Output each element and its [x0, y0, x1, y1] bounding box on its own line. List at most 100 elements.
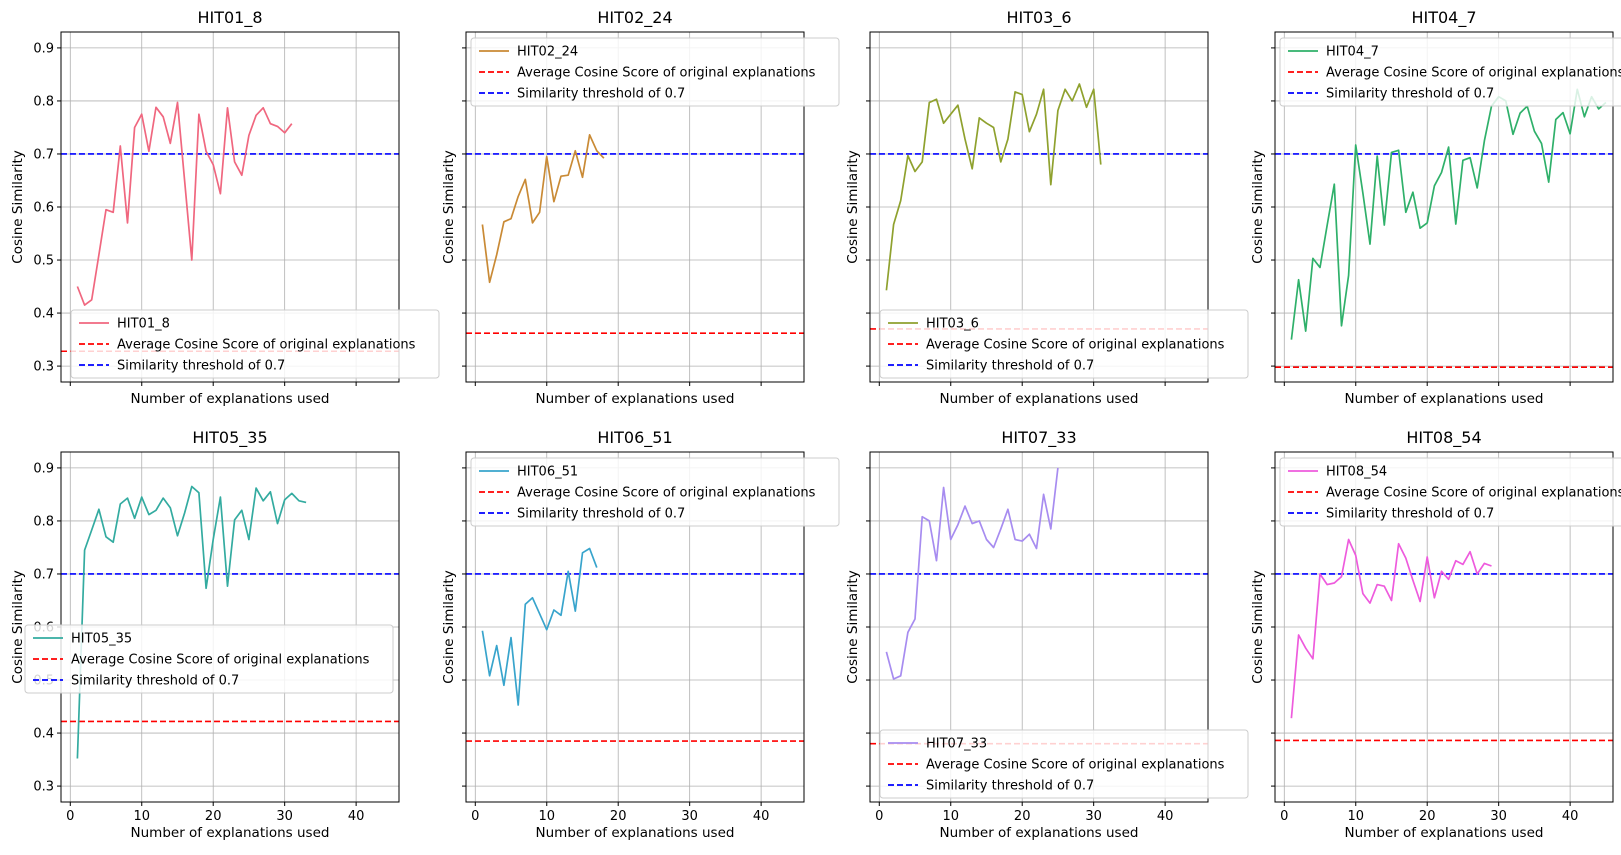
- legend-label: HIT07_33: [926, 737, 987, 752]
- legend-label: HIT08_54: [1326, 465, 1387, 480]
- plot-area: [870, 467, 1208, 745]
- plot-area: [466, 547, 804, 742]
- x-tick-label: 20: [1014, 809, 1031, 824]
- series-line: [1290, 88, 1607, 340]
- legend-label: Average Cosine Score of original explana…: [926, 338, 1225, 353]
- subplot-3: HIT03_6 Number of explanations used Cosine…: [845, 8, 1249, 407]
- legend-label: Average Cosine Score of original explana…: [517, 66, 816, 81]
- legend-label: Similarity threshold of 0.7: [517, 87, 685, 102]
- plot-area: [1275, 538, 1613, 742]
- y-axis-label: Cosine Similarity: [1250, 150, 1266, 263]
- legend-box: [470, 457, 840, 527]
- legend-label: HIT05_35: [71, 632, 132, 647]
- y-tick-label: 0.9: [33, 41, 54, 56]
- y-tick-label: 0.4: [33, 307, 54, 322]
- subplot-7: 0 10 20 30 40 HIT07_33 Number of explanations …: [845, 428, 1249, 841]
- y-axis-label: Cosine Similarity: [441, 150, 457, 263]
- legend-label: Average Cosine Score of original explana…: [1326, 66, 1621, 81]
- series-line: [76, 101, 293, 306]
- legend-label: HIT03_6: [926, 317, 979, 332]
- plot-area: [1275, 88, 1613, 368]
- x-tick-label: 0: [471, 809, 479, 824]
- legend-label: Similarity threshold of 0.7: [926, 359, 1094, 374]
- series-line: [481, 134, 605, 284]
- series-line: [76, 485, 307, 759]
- x-tick-label: 0: [1280, 809, 1288, 824]
- plot-area: [466, 134, 804, 335]
- x-tick-label: 10: [133, 809, 150, 824]
- legend: HIT02_24 Average Cosine Score of original…: [470, 37, 840, 107]
- legend-label: Average Cosine Score of original explana…: [517, 486, 816, 501]
- series-line: [885, 467, 1059, 680]
- x-axis-label: Number of explanations used: [131, 825, 330, 841]
- y-tick-label: 0.8: [33, 514, 54, 529]
- legend-box: [70, 309, 440, 379]
- x-axis-label: Number of explanations used: [536, 825, 735, 841]
- legend-label: HIT02_24: [517, 45, 578, 60]
- legend-label: Similarity threshold of 0.7: [926, 779, 1094, 794]
- x-axis-label: Number of explanations used: [940, 825, 1139, 841]
- y-tick-label: 0.4: [33, 727, 54, 742]
- x-tick-label: 40: [348, 809, 365, 824]
- subplot-6: 0 10 20 30 40 HIT06_51 Number of explanations …: [441, 428, 840, 841]
- x-tick-label: 10: [538, 809, 555, 824]
- legend: HIT08_54 Average Cosine Score of original…: [1279, 457, 1621, 527]
- x-tick-label: 40: [1562, 809, 1579, 824]
- subplot-2: HIT02_24 Number of explanations used Cosin…: [441, 8, 840, 407]
- subplot-title: HIT04_7: [1411, 8, 1476, 28]
- legend-label: Average Cosine Score of original explana…: [926, 758, 1225, 773]
- legend-label: Average Cosine Score of original explana…: [1326, 486, 1621, 501]
- x-axis-label: Number of explanations used: [1345, 391, 1544, 407]
- x-tick-label: 40: [1157, 809, 1174, 824]
- legend-box: [470, 37, 840, 107]
- legend-label: HIT01_8: [117, 317, 170, 332]
- x-tick-label: 0: [875, 809, 883, 824]
- subplot-8: 0 10 20 30 40 HIT08_54 Number of explanations …: [1250, 428, 1621, 841]
- legend-label: Similarity threshold of 0.7: [71, 674, 239, 689]
- legend: HIT05_35 Average Cosine Score of original…: [24, 624, 394, 694]
- legend: HIT07_33 Average Cosine Score of original…: [879, 729, 1249, 799]
- legend-box: [1279, 37, 1621, 107]
- x-tick-label: 10: [1347, 809, 1364, 824]
- y-tick-label: 0.6: [33, 201, 54, 216]
- y-tick-label: 0.7: [33, 567, 54, 582]
- legend-label: HIT04_7: [1326, 45, 1379, 60]
- x-tick-label: 40: [753, 809, 770, 824]
- y-axis-label: Cosine Similarity: [845, 150, 861, 263]
- x-axis-label: Number of explanations used: [940, 391, 1139, 407]
- series-line: [481, 547, 598, 706]
- legend-label: Similarity threshold of 0.7: [1326, 87, 1494, 102]
- subplot-4: HIT04_7 Number of explanations used Cosine…: [1250, 8, 1621, 407]
- y-axis-label: Cosine Similarity: [441, 570, 457, 683]
- subplot-5: 0102030400.30.40.50.60.70.80.9HIT05_35Nu…: [10, 428, 400, 841]
- x-axis-label: Number of explanations used: [131, 391, 330, 407]
- x-tick-label: 30: [276, 809, 293, 824]
- legend-label: Average Cosine Score of original explana…: [117, 338, 416, 353]
- series-line: [1290, 538, 1492, 719]
- x-axis-label: Number of explanations used: [1345, 825, 1544, 841]
- y-axis-label: Cosine Similarity: [10, 570, 26, 683]
- legend-box: [879, 729, 1249, 799]
- x-tick-label: 30: [1085, 809, 1102, 824]
- subplot-title: HIT06_51: [597, 428, 672, 448]
- x-tick-label: 30: [681, 809, 698, 824]
- legend: HIT06_51 Average Cosine Score of original…: [470, 457, 840, 527]
- x-tick-label: 20: [205, 809, 222, 824]
- legend-label: Similarity threshold of 0.7: [117, 359, 285, 374]
- subplot-title: HIT02_24: [597, 8, 672, 28]
- subplot-title: HIT07_33: [1001, 428, 1076, 448]
- subplot-title: HIT08_54: [1406, 428, 1481, 448]
- plot-area: [870, 83, 1208, 330]
- y-tick-label: 0.7: [33, 147, 54, 162]
- legend-label: Similarity threshold of 0.7: [517, 507, 685, 522]
- y-axis-label: Cosine Similarity: [845, 570, 861, 683]
- x-tick-label: 30: [1490, 809, 1507, 824]
- legend-box: [1279, 457, 1621, 527]
- y-tick-label: 0.3: [33, 360, 54, 375]
- y-axis-label: Cosine Similarity: [10, 150, 26, 263]
- legend-label: HIT06_51: [517, 465, 578, 480]
- subplot-title: HIT03_6: [1006, 8, 1071, 28]
- y-axis-label: Cosine Similarity: [1250, 570, 1266, 683]
- legend-label: Similarity threshold of 0.7: [1326, 507, 1494, 522]
